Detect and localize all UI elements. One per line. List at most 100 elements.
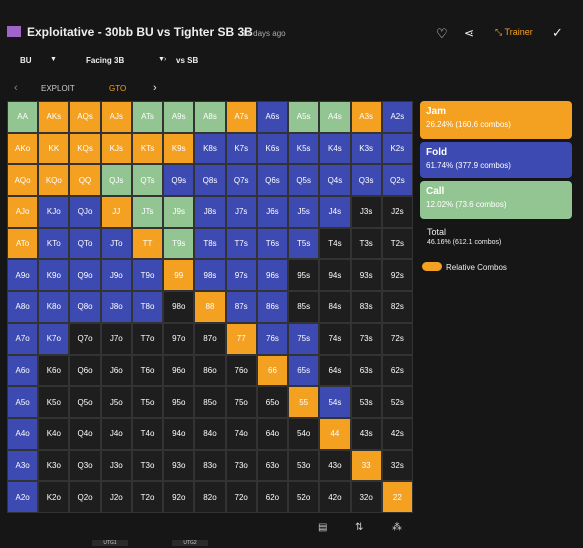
hand-cell[interactable]: A5s [288,101,320,133]
hand-cell[interactable]: K6o [38,354,70,387]
hand-cell[interactable]: 92s [381,259,413,292]
hand-cell[interactable]: 65o [256,386,289,418]
hand-cell[interactable]: J5s [288,196,320,228]
hand-cell[interactable]: J2o [100,481,132,513]
hand-cell[interactable]: 85o [194,386,226,418]
hand-cell[interactable]: 54o [288,417,320,450]
prev[interactable]: ‹ [14,82,18,94]
hand-cell[interactable]: 83o [194,449,226,482]
hand-cell[interactable]: 63o [256,449,289,482]
hand-cell[interactable]: 93s [350,259,382,292]
hand-cell[interactable]: 53o [288,449,320,482]
sort-icon[interactable]: ⇅ [355,522,364,533]
hand-cell[interactable]: 95o [163,386,195,418]
hand-cell[interactable]: 44 [319,417,351,450]
hand-cell[interactable]: K9o [38,259,70,292]
hand-cell[interactable]: Q9s [163,164,195,197]
action-panel[interactable]: Call 12.02% (73.6 combos) [420,181,572,219]
hand-cell[interactable]: J4o [100,417,132,450]
hand-cell[interactable]: 52s [381,386,413,418]
trainer[interactable]: ⤡ Trainer [495,27,533,37]
hand-cell[interactable]: 85s [288,291,320,323]
footer-tab[interactable]: UTG2 [172,540,208,546]
hand-cell[interactable]: Q2s [381,164,413,197]
hand-cell[interactable]: Q8s [194,164,226,197]
hand-cell[interactable]: J9o [100,259,132,292]
hand-cell[interactable]: 99 [163,259,195,292]
hand-cell[interactable]: T3o [131,449,164,482]
hand-cell[interactable]: A9o [7,259,39,292]
hand-cell[interactable]: 88 [194,291,226,323]
hand-cell[interactable]: 72s [381,322,413,355]
hand-cell[interactable]: K8s [194,132,226,165]
hand-cell[interactable]: K7s [225,132,257,165]
hand-cell[interactable]: T3s [350,227,382,260]
hand-cell[interactable]: 43o [319,449,351,482]
hand-cell[interactable]: A3s [350,101,382,133]
hand-cell[interactable]: 54s [319,386,351,418]
hand-cell[interactable]: Q5o [69,386,101,418]
hand-cell[interactable]: 62s [381,354,413,387]
hand-cell[interactable]: T9s [163,227,195,260]
hand-cell[interactable]: 32o [350,481,382,513]
hand-cell[interactable]: J3s [350,196,382,228]
hand-cell[interactable]: AJs [100,101,132,133]
hand-cell[interactable]: Q9o [69,259,101,292]
hand-cell[interactable]: JTs [131,196,164,228]
hand-cell[interactable]: KTs [131,132,164,165]
hand-cell[interactable]: 96s [256,259,289,292]
hand-cell[interactable]: TT [131,227,164,260]
hand-cell[interactable]: K5o [38,386,70,418]
hand-cell[interactable]: 96o [163,354,195,387]
hand-cell[interactable]: J6o [100,354,132,387]
hand-cell[interactable]: 75s [288,322,320,355]
footer-tab[interactable]: UTG1 [92,540,128,546]
action-panel[interactable]: Fold 61.74% (377.9 combos) [420,142,572,178]
hand-cell[interactable]: 22 [381,481,413,513]
hand-cell[interactable]: 66 [256,354,289,387]
hand-cell[interactable]: 74s [319,322,351,355]
hand-cell[interactable]: K2s [381,132,413,165]
hand-cell[interactable]: 63s [350,354,382,387]
hand-cell[interactable]: K4s [319,132,351,165]
hand-cell[interactable]: A8s [194,101,226,133]
hand-cell[interactable]: 94s [319,259,351,292]
hand-cell[interactable]: KJo [38,196,70,228]
hand-cell[interactable]: AA [7,101,39,133]
hand-cell[interactable]: AQs [69,101,101,133]
hand-cell[interactable]: A8o [7,291,39,323]
hand-cell[interactable]: Q7o [69,322,101,355]
hand-cell[interactable]: J6s [256,196,289,228]
hand-cell[interactable]: K2o [38,481,70,513]
hand-cell[interactable]: 98s [194,259,226,292]
hand-cell[interactable]: T4s [319,227,351,260]
hand-cell[interactable]: 95s [288,259,320,292]
hand-cell[interactable]: T5o [131,386,164,418]
hand-cell[interactable]: AQo [7,164,39,197]
hand-cell[interactable]: K5s [288,132,320,165]
hand-cell[interactable]: 33 [350,449,382,482]
action-panel[interactable]: Jam 26.24% (160.6 combos) [420,101,572,139]
tab[interactable]: GTO [109,84,127,93]
hand-cell[interactable]: QJo [69,196,101,228]
hand-cell[interactable]: Q3s [350,164,382,197]
filter[interactable]: vs SB [176,56,199,65]
favorite[interactable]: ♡ [436,26,448,41]
hand-cell[interactable]: 43s [350,417,382,450]
hand-cell[interactable]: 97s [225,259,257,292]
hand-cell[interactable]: QTo [69,227,101,260]
hand-cell[interactable]: KK [38,132,70,165]
hand-cell[interactable]: A3o [7,449,39,482]
hand-cell[interactable]: 87o [194,322,226,355]
hand-cell[interactable]: J3o [100,449,132,482]
hand-cell[interactable]: K9s [163,132,195,165]
hand-cell[interactable]: Q5s [288,164,320,197]
next[interactable]: › [153,82,157,94]
scatter-icon[interactable]: ⁂ [392,522,402,533]
share[interactable]: ⋖ [464,26,475,40]
hand-cell[interactable]: 98o [163,291,195,323]
hand-cell[interactable]: 55 [288,386,320,418]
hand-cell[interactable]: Q2o [69,481,101,513]
hand-cell[interactable]: K6s [256,132,289,165]
table-icon[interactable]: ▤ [318,522,328,533]
